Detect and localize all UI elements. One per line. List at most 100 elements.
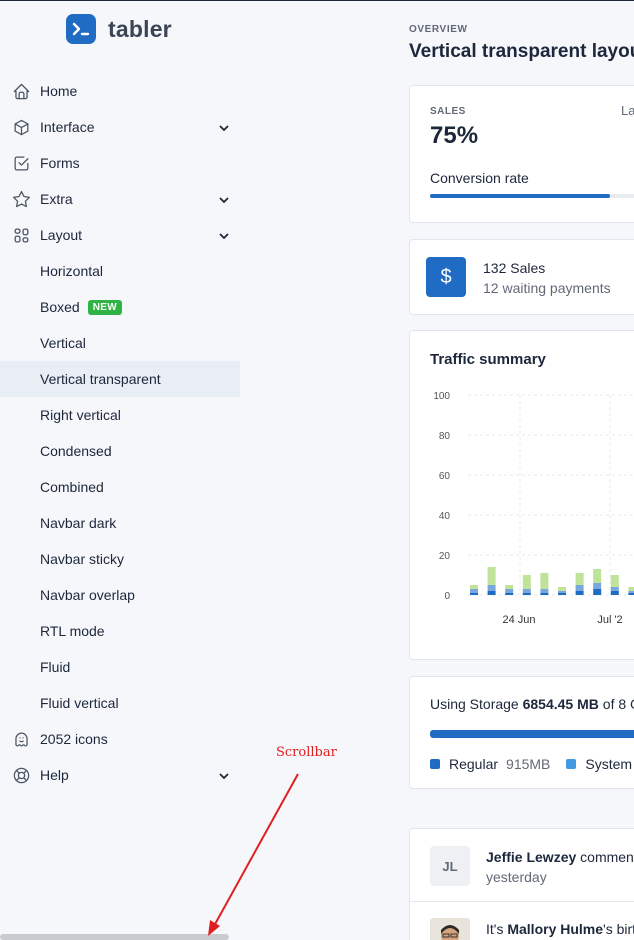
- tabler-logo-icon: [66, 14, 96, 44]
- chart-y-tick-label: 20: [439, 551, 451, 562]
- avatar[interactable]: JL: [430, 846, 470, 886]
- annotation-arrow: [208, 773, 299, 936]
- layout-grid-icon: [12, 226, 32, 244]
- storage-progress: [430, 730, 634, 738]
- sidebar-item-label: Navbar sticky: [40, 551, 125, 567]
- sidebar-subitem-navbar-overlap[interactable]: Navbar overlap: [0, 577, 240, 613]
- activity-suffix: 's birt: [603, 921, 634, 937]
- chart-bar: [470, 585, 478, 589]
- chevron-down-icon: [218, 229, 230, 241]
- activity-card: JL Jeffie Lewzey commente yesterday It's…: [409, 828, 634, 940]
- annotation-label: Scrollbar: [276, 745, 337, 760]
- chart-bar: [593, 583, 602, 589]
- checkbox-icon: [12, 154, 32, 172]
- sidebar-item-forms[interactable]: Forms: [0, 145, 240, 181]
- sidebar-item-label: Help: [40, 767, 69, 783]
- legend-label: System: [585, 756, 633, 772]
- conversion-label: Conversion rate: [430, 170, 529, 186]
- chart-bar: [522, 589, 531, 593]
- sidebar-item-label: Vertical transparent: [40, 371, 161, 387]
- activity-item-text: Jeffie Lewzey commente: [486, 849, 634, 865]
- sidebar-item-label: Right vertical: [40, 407, 121, 423]
- chart-bar: [610, 591, 619, 595]
- chart-bar: [610, 587, 619, 591]
- brand-name: tabler: [108, 15, 172, 42]
- legend-dot-regular: [430, 759, 440, 769]
- sidebar-item-interface[interactable]: Interface: [0, 109, 240, 145]
- sidebar-item-help[interactable]: Help: [0, 757, 240, 793]
- chart-y-tick-label: 0: [444, 591, 450, 602]
- sales-count: 132 Sales: [483, 260, 546, 276]
- new-badge: NEW: [87, 299, 122, 315]
- chart-bar: [470, 593, 478, 595]
- chart-y-tick-label: 80: [439, 431, 451, 442]
- storage-prefix: Using Storage: [430, 696, 523, 712]
- traffic-chart: 100 80 60 40 20 0 24 Jun Jul '2: [433, 391, 634, 626]
- sidebar-item-layout[interactable]: Layout: [0, 217, 240, 253]
- activity-action: commente: [580, 849, 634, 865]
- sidebar-item-label: Navbar dark: [40, 515, 117, 531]
- sidebar-item-label: Home: [40, 83, 78, 99]
- chart-bar: [505, 593, 514, 595]
- period-dropdown[interactable]: La: [621, 103, 634, 118]
- page-pretitle: OVERVIEW: [409, 24, 468, 35]
- chevron-down-icon: [218, 769, 230, 781]
- chart-bar: [558, 591, 566, 593]
- chart-bar: [628, 591, 634, 593]
- chart-bar: [487, 591, 496, 595]
- star-icon: [12, 190, 32, 208]
- home-icon: [12, 82, 32, 100]
- sidebar-subitem-right-vertical[interactable]: Right vertical: [0, 397, 240, 433]
- activity-prefix: It's: [486, 921, 508, 937]
- sidebar-item-label: Navbar overlap: [40, 587, 135, 603]
- chart-bar: [575, 591, 584, 595]
- sidebar-subitem-boxed[interactable]: Boxed NEW: [0, 289, 240, 325]
- activity-user[interactable]: Mallory Hulme: [507, 921, 604, 937]
- storage-text: Using Storage 6854.45 MB of 8 G: [430, 696, 634, 712]
- chart-x-tick-label: Jul '2: [597, 614, 622, 626]
- chevron-down-icon: [218, 121, 230, 133]
- chart-bar: [522, 593, 531, 595]
- sidebar-item-extra[interactable]: Extra: [0, 181, 240, 217]
- sidebar-subitem-combined[interactable]: Combined: [0, 469, 240, 505]
- sidebar-subitem-fluid[interactable]: Fluid: [0, 649, 240, 685]
- divider: [410, 901, 634, 902]
- page-title: Vertical transparent layou: [409, 41, 634, 62]
- chart-bar: [487, 567, 496, 585]
- sidebar-subitem-navbar-dark[interactable]: Navbar dark: [0, 505, 240, 541]
- chart-bar: [470, 589, 478, 593]
- sidebar-item-label: Layout: [40, 227, 83, 243]
- sidebar-item-label: Extra: [40, 191, 73, 207]
- storage-card: Using Storage 6854.45 MB of 8 G Regular …: [409, 676, 634, 789]
- chart-y-tick-label: 40: [439, 511, 451, 522]
- window-top-border: [0, 0, 634, 1]
- activity-time: yesterday: [486, 869, 547, 885]
- sidebar-subitem-vertical-transparent[interactable]: Vertical transparent: [0, 361, 240, 397]
- brand[interactable]: tabler: [66, 14, 172, 44]
- avatar[interactable]: [430, 918, 470, 940]
- sidebar-item-label: RTL mode: [40, 623, 105, 639]
- chart-bar: [558, 587, 566, 591]
- sidebar-subitem-rtl-mode[interactable]: RTL mode: [0, 613, 240, 649]
- sidebar-item-icons[interactable]: 2052 icons: [0, 721, 240, 757]
- activity-user[interactable]: Jeffie Lewzey: [486, 849, 577, 865]
- sidebar-subitem-navbar-sticky[interactable]: Navbar sticky: [0, 541, 240, 577]
- sidebar-subitem-condensed[interactable]: Condensed: [0, 433, 240, 469]
- waiting-payments: 12 waiting payments: [483, 280, 611, 296]
- sidebar-item-label: 2052 icons: [40, 731, 108, 747]
- chart-bar: [628, 593, 634, 595]
- legend-dot-system: [566, 759, 577, 769]
- chart-bar: [593, 569, 602, 583]
- ghost-icon: [12, 730, 32, 748]
- sidebar-subitem-fluid-vertical[interactable]: Fluid vertical: [0, 685, 240, 721]
- sidebar-item-label: Interface: [40, 119, 95, 135]
- chart-bar: [540, 573, 549, 589]
- storage-value: 6854.45 MB: [522, 696, 599, 712]
- currency-dollar-icon: $: [426, 257, 466, 297]
- horizontal-scrollbar[interactable]: [0, 934, 229, 940]
- chart-y-tick-label: 100: [433, 391, 450, 402]
- sidebar-subitem-horizontal[interactable]: Horizontal: [0, 253, 240, 289]
- sidebar-item-home[interactable]: Home: [0, 73, 240, 109]
- chart-bar: [505, 589, 514, 593]
- sidebar-subitem-vertical[interactable]: Vertical: [0, 325, 240, 361]
